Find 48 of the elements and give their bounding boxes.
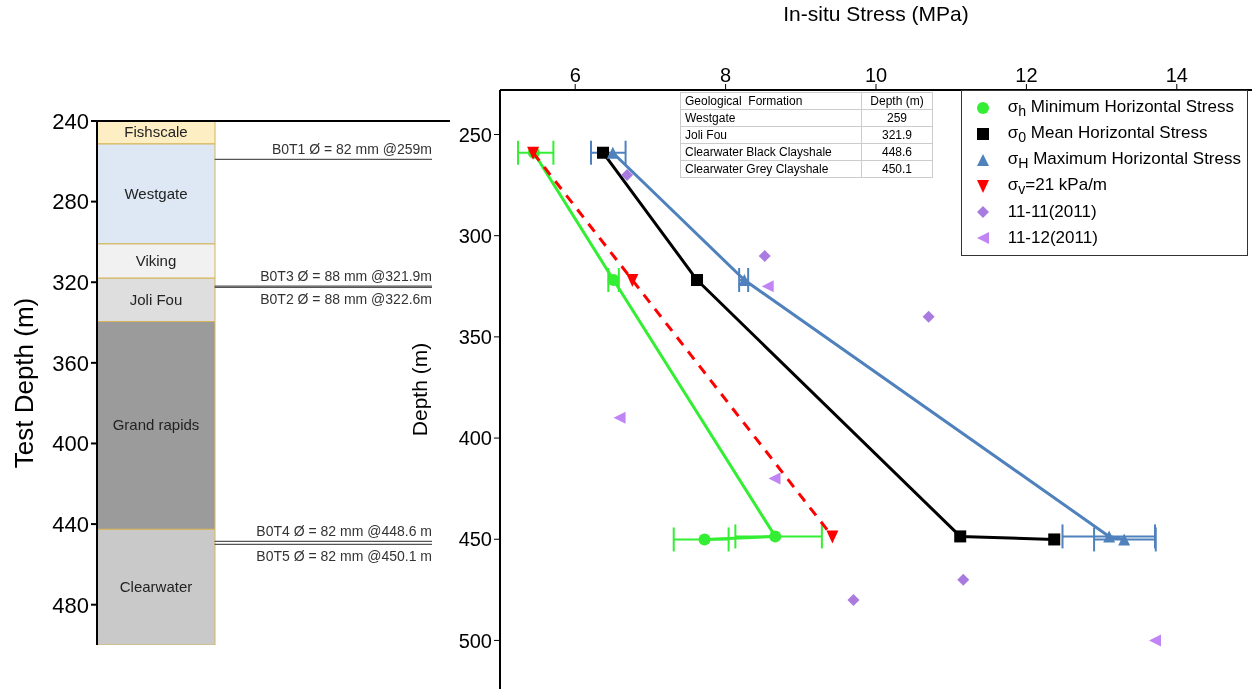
y-tick-label: 480 [52,592,89,618]
annotation: Clearwater Grey Clayshale [680,160,862,178]
annotation: Westgate [680,109,862,127]
y-tick-label: 280 [52,189,89,215]
y-tick-label: 320 [52,270,89,296]
series-label: Viking [135,252,177,270]
legend-label: 11-11(2011) [1007,202,1097,222]
annotation: 259 [861,109,933,127]
y-tick-label: 240 [52,108,89,134]
x-axis-title: In-situ Stress (MPa) [783,1,969,25]
annotation: Geological Formation [680,92,862,110]
ref-line-label: B0T1 Ø = 82 mm @259m [271,141,432,158]
ref-line-label: B0T3 Ø = 88 mm @321.9m [260,268,432,285]
y-tick-label: 400 [458,427,492,450]
series-label: Westgate [124,184,188,202]
ref-line-label: B0T4 Ø = 82 mm @448.6 m [256,523,432,540]
y-tick-label: 360 [52,350,89,376]
annotation: Depth (m) [861,92,933,110]
x-tick-label: 6 [569,64,581,86]
y-axis-title: Test Depth (m) [9,297,40,469]
y-axis-title: Depth (m) [408,342,432,437]
x-tick-label: 8 [720,64,732,86]
annotation: Joli Fou [680,126,862,144]
series-label: Grand rapids [112,416,200,434]
y-tick-label: 400 [52,431,89,457]
series-label: Joli Fou [129,290,183,308]
y-tick-label: 450 [458,528,492,551]
ref-line-label: B0T5 Ø = 82 mm @450.1 m [256,548,432,565]
y-tick-label: 300 [458,224,492,247]
legend-label: σ$_{H}$ Maximum Horizontal Stress [1007,148,1241,172]
legend-label: σ$_{0}$ Mean Horizontal Stress [1007,122,1208,146]
series-label: Fishscale [124,123,188,141]
legend-label: σ$_{h}$ Minimum Horizontal Stress [1007,96,1234,120]
series-label: Clearwater [119,578,193,596]
y-tick-label: 440 [52,511,89,537]
x-tick-label: 12 [1015,64,1038,86]
y-tick-label: 350 [458,325,492,348]
legend-label: 11-12(2011) [1007,228,1098,248]
x-tick-label: 14 [1165,64,1188,86]
x-tick-label: 10 [864,64,888,86]
legend-label: σ$_{v}$=21 kPa/m [1007,174,1108,198]
ref-line-label: B0T2 Ø = 88 mm @322.6m [260,291,432,308]
y-tick-label: 250 [458,123,492,146]
annotation: 448.6 [861,143,933,161]
annotation: 450.1 [861,160,933,178]
annotation: Clearwater Black Clayshale [680,143,862,161]
annotation: 321.9 [861,126,933,144]
y-tick-label: 500 [458,629,492,652]
